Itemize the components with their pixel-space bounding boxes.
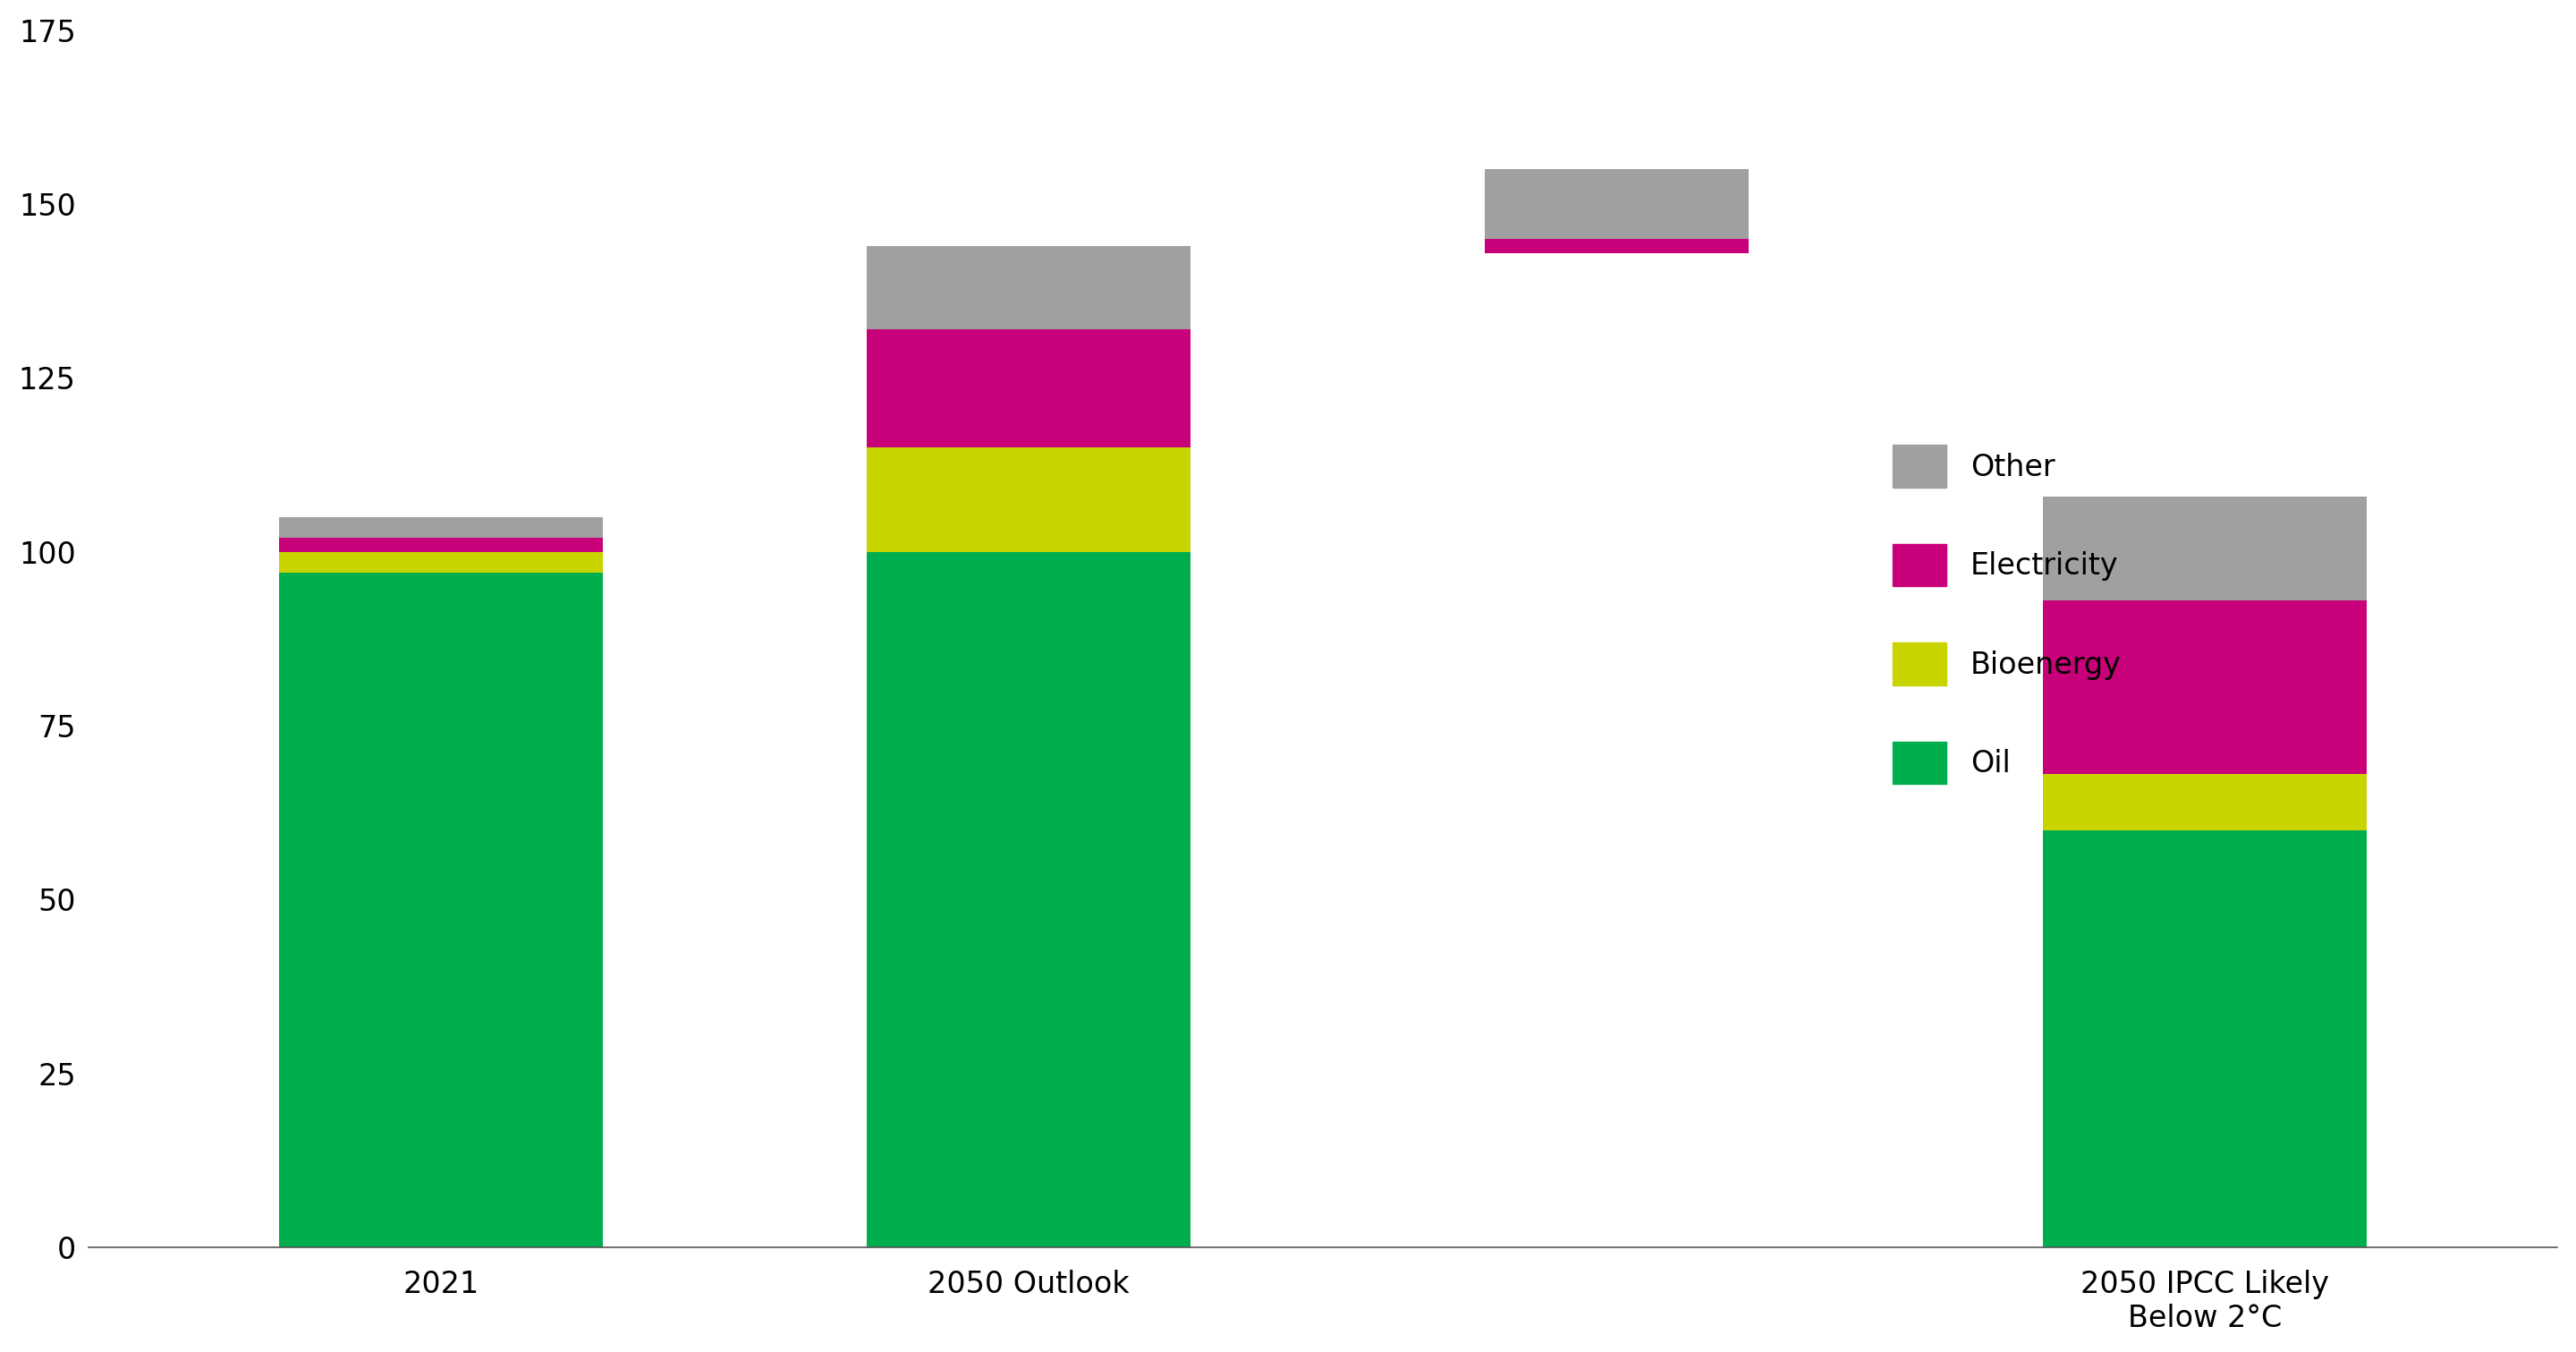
Bar	[1484, 169, 1749, 239]
Bar	[278, 538, 603, 552]
Bar	[278, 573, 603, 1248]
Bar	[868, 330, 1190, 448]
Bar	[2043, 600, 2367, 775]
Bar	[2043, 830, 2367, 1248]
Bar	[2043, 775, 2367, 830]
Bar	[868, 448, 1190, 552]
Bar	[278, 552, 603, 573]
Bar	[278, 516, 603, 538]
Bar	[868, 246, 1190, 330]
Bar	[868, 552, 1190, 1248]
Legend: Other, Electricity, Bioenergy, Oil: Other, Electricity, Bioenergy, Oil	[1880, 433, 2133, 796]
Bar	[2043, 496, 2367, 600]
Bar	[1484, 239, 1749, 253]
